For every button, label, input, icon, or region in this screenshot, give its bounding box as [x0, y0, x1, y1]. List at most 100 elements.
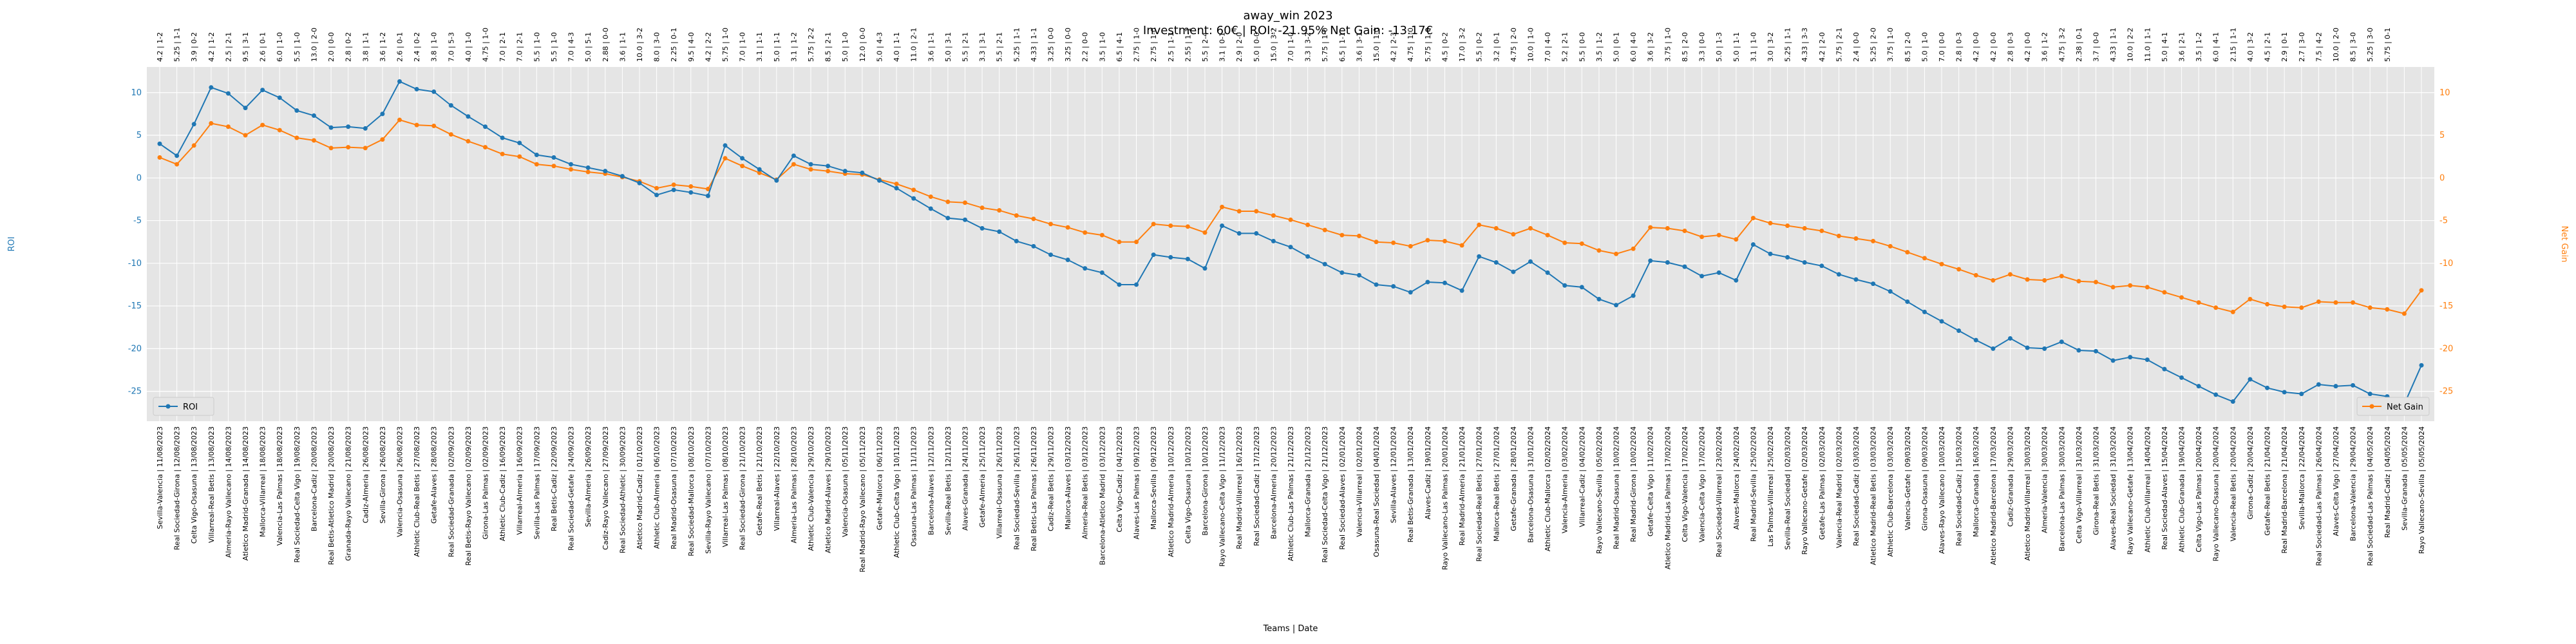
top-tick-label: 3.8 | 1-1	[361, 32, 370, 62]
top-tick-label: 4.75 | 1-0	[1406, 28, 1415, 62]
x-tick-label: Celta Vigo-Cadiz | 04/12/2023	[1115, 426, 1124, 533]
net-gain-point	[1991, 278, 1996, 283]
x-tick-label: Valencia-Osasuna | 26/08/2023	[395, 426, 404, 537]
x-tick-label: Valencia-Osasuna | 05/11/2023	[841, 426, 849, 537]
roi-point	[1700, 274, 1705, 279]
roi-point	[1579, 285, 1584, 290]
top-tick-label: 10.0 | 2-0	[2332, 28, 2340, 62]
roi-point	[2282, 390, 2287, 395]
net-gain-point	[2179, 295, 2184, 300]
x-tick-label: Athletic Club-Villarreal | 14/04/2024	[2143, 426, 2152, 553]
x-tick-label: Girona-Las Palmas | 02/09/2023	[482, 426, 490, 540]
net-gain-point	[740, 164, 745, 169]
x-tick-label: Athletic Club-Almeria | 06/10/2023	[653, 426, 661, 549]
x-tick-label: Sevilla-Rayo Vallecano | 07/10/2023	[704, 426, 712, 554]
net-gain-point	[1220, 204, 1225, 209]
x-tick-label: Rayo Vallecano-Las Palmas | 20/01/2024	[1441, 426, 1449, 570]
top-tick-label: 8.0 | 3-0	[653, 32, 661, 62]
roi-point	[585, 165, 591, 170]
x-tick-label: Sevilla-Valencia | 11/08/2023	[156, 426, 164, 529]
roi-point	[397, 79, 402, 84]
net-gain-point	[1939, 261, 1944, 267]
x-tick-label: Alaves-Rayo Vallecano | 10/03/2024	[1938, 426, 1946, 554]
roi-point	[483, 124, 488, 129]
top-tick-label: 5.0 | 0-0	[1253, 32, 1261, 62]
top-tick-label: 10.0 | 1-0	[1526, 28, 1535, 62]
net-gain-point	[1545, 232, 1550, 238]
top-tick-label: 2.9 | 2-0	[1235, 32, 1244, 62]
roi-point	[1939, 319, 1944, 324]
x-tick-label: Mallorca-Alaves | 03/12/2023	[1064, 426, 1072, 529]
x-tick-label: Real Sociedad-Getafe | 24/09/2023	[567, 426, 576, 551]
net-gain-point	[1853, 236, 1859, 241]
y-tick-label: -15	[128, 301, 142, 311]
top-tick-label: 15.0 | 3-2	[1269, 28, 1278, 62]
roi-point	[2128, 355, 2133, 360]
x-tick-label: Real Sociedad-Cadiz | 15/03/2024	[1955, 426, 1964, 546]
legend-net-gain-marker	[2369, 404, 2374, 409]
net-gain-point	[2282, 304, 2287, 309]
x-tick-label: Alaves-Celta Vigo | 27/04/2024	[2332, 426, 2340, 536]
roi-point	[894, 185, 899, 191]
net-gain-point	[1750, 216, 1756, 221]
roi-point	[1065, 258, 1070, 263]
net-gain-point	[1819, 228, 1824, 233]
net-gain-point	[1665, 225, 1670, 231]
x-tick-label: Valencia-Celta Vigo | 17/02/2024	[1698, 426, 1707, 542]
top-tick-label: 3.6 | 1-1	[927, 32, 935, 62]
x-tick-label: Girona-Real Betis | 31/03/2024	[2092, 426, 2100, 535]
net-gain-point	[1099, 232, 1104, 238]
net-gain-point	[1493, 225, 1499, 231]
top-tick-label: 5.25 | 1-1	[1784, 28, 1792, 62]
y-tick-labels: -25 -20 -15 -10 -5 0 5 10	[128, 88, 142, 397]
x-tick-label: Villarreal-Osasuna | 26/11/2023	[996, 426, 1004, 538]
x-tick-label: Cadiz-Real Betis | 29/11/2023	[1047, 426, 1056, 531]
x-tick-label: Sevilla-Real Sociedad | 02/03/2024	[1784, 426, 1792, 550]
top-tick-label: 5.75 | 0-1	[2383, 28, 2392, 62]
top-tick-label: 2.88 | 0-0	[601, 28, 610, 62]
top-tick-label: 3.25 | 0-0	[1047, 28, 1056, 62]
top-tick-label: 5.0 | 1-3	[1715, 32, 1723, 62]
top-tick-label: 3.6 | 3-1	[1355, 32, 1363, 62]
roi-point	[294, 108, 299, 113]
x-tick-label: Valencia-Almeria | 03/02/2024	[1561, 426, 1569, 533]
top-tick-label: 4.5 | 0-2	[1441, 32, 1449, 62]
roi-point	[1716, 270, 1721, 275]
net-gain-point	[654, 185, 659, 191]
roi-point	[569, 162, 574, 167]
top-tick-label: 13.0 | 2-0	[310, 28, 318, 62]
net-gain-point	[1271, 213, 1276, 218]
net-gain-point	[157, 155, 162, 160]
top-tick-label: 5.0 | 1-1	[773, 32, 781, 62]
top-tick-label: 7.0 | 1-0	[1287, 32, 1295, 62]
roi-point	[1819, 263, 1824, 269]
top-tick-label: 5.75 | 1-0	[1424, 28, 1432, 62]
legend-net-gain: Net Gain	[2356, 397, 2430, 416]
net-gain-point	[2025, 277, 2030, 282]
net-gain-point	[1322, 227, 1327, 232]
x-tick-label: Mallorca-Granada | 21/12/2023	[1304, 426, 1312, 537]
net-gain-point	[757, 170, 762, 175]
roi-point	[1596, 296, 1602, 301]
roi-point	[1014, 238, 1019, 243]
x-tick-label: Athletic Club-Mallorca | 02/02/2024	[1544, 426, 1552, 551]
x-tick-label: Sevilla-Granada | 05/05/2024	[2400, 426, 2409, 531]
top-tick-label: 3.8 | 1-0	[430, 32, 439, 62]
roi-point	[2213, 392, 2219, 397]
x-tick-label: Rayo Vallecano-Sevilla | 05/02/2024	[1595, 426, 1604, 554]
roi-point	[791, 153, 796, 158]
net-gain-point	[1700, 234, 1705, 240]
top-tick-label: 4.2 | 2-2	[704, 32, 712, 62]
roi-point	[962, 217, 967, 222]
x-tick-label: Cadiz-Rayo Vallecano | 27/09/2023	[601, 426, 610, 550]
net-gain-point	[1425, 238, 1430, 243]
x-tick-label: Villarreal-Almeria | 16/09/2023	[516, 426, 524, 535]
net-gain-point	[688, 184, 694, 189]
y-tick-label: -25	[128, 387, 142, 397]
net-gain-point	[260, 122, 265, 128]
chart-title: away_win 2023	[1243, 9, 1332, 23]
roi-point	[2007, 336, 2012, 341]
x-tick-label: Almeria-Rayo Vallecano | 14/08/2023	[224, 426, 232, 558]
net-gain-point	[431, 123, 437, 128]
net-gain-point	[1048, 222, 1054, 227]
